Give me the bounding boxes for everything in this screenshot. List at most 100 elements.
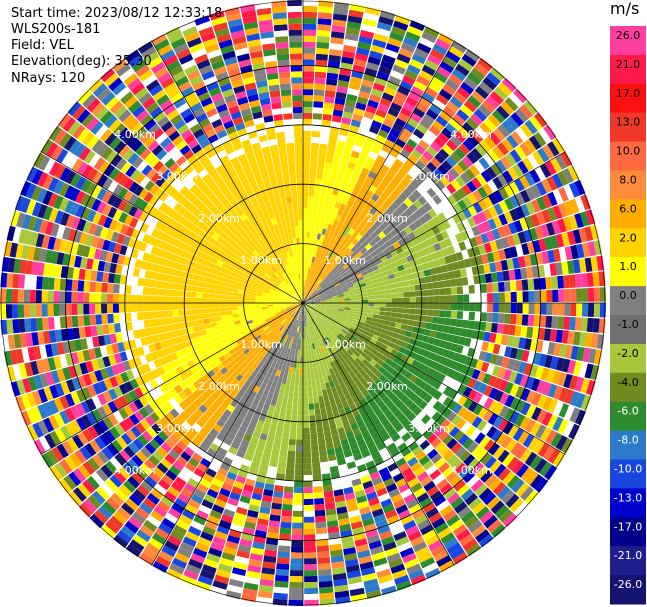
gate-cell bbox=[303, 172, 310, 179]
gate-cell bbox=[541, 411, 553, 427]
gate-cell bbox=[282, 498, 293, 505]
gate-cell bbox=[323, 102, 334, 110]
gate-cell bbox=[334, 263, 341, 270]
gate-cell bbox=[492, 481, 507, 496]
gate-cell bbox=[303, 374, 307, 381]
gate-cell bbox=[461, 346, 470, 356]
gate-cell bbox=[323, 314, 329, 320]
gate-cell bbox=[342, 345, 350, 352]
gate-cell bbox=[303, 403, 309, 410]
gate-cell bbox=[353, 107, 365, 117]
gate-cell bbox=[520, 388, 531, 402]
gate-cell bbox=[330, 225, 337, 233]
gate-cell bbox=[446, 368, 455, 378]
gate-cell bbox=[328, 230, 335, 238]
gate-cell bbox=[533, 278, 541, 290]
gate-cell bbox=[215, 284, 222, 290]
gate-cell bbox=[383, 279, 391, 286]
gate-cell bbox=[354, 139, 365, 148]
gate-cell bbox=[337, 80, 349, 88]
gate-cell bbox=[506, 258, 515, 270]
gate-cell bbox=[451, 224, 461, 235]
gate-cell bbox=[452, 392, 463, 403]
gate-cell bbox=[311, 282, 316, 288]
gate-cell bbox=[357, 264, 365, 271]
gate-cell bbox=[332, 330, 339, 337]
gate-cell bbox=[476, 223, 486, 235]
gate-cell bbox=[89, 281, 97, 293]
gate-cell bbox=[447, 378, 457, 389]
gate-cell bbox=[341, 238, 349, 246]
gate-cell bbox=[333, 271, 340, 277]
gate-cell bbox=[347, 15, 363, 24]
gate-cell bbox=[331, 25, 346, 33]
gate-cell bbox=[296, 433, 303, 440]
gate-cell bbox=[488, 400, 499, 413]
gate-cell bbox=[380, 123, 392, 134]
gate-cell bbox=[308, 403, 315, 410]
gate-cell bbox=[541, 251, 550, 264]
gate-cell bbox=[196, 314, 204, 320]
gate-cell bbox=[201, 298, 209, 303]
gate-cell bbox=[365, 211, 374, 220]
gate-cell bbox=[515, 244, 524, 257]
gate-cell bbox=[350, 300, 357, 303]
gate-cell bbox=[404, 389, 414, 398]
gate-cell bbox=[346, 349, 354, 356]
gate-cell bbox=[437, 212, 447, 223]
gate-cell bbox=[360, 147, 370, 157]
gate-cell bbox=[408, 193, 418, 204]
gate-cell bbox=[419, 70, 433, 82]
gate-cell bbox=[321, 260, 327, 267]
gate-cell bbox=[557, 170, 569, 186]
gate-cell bbox=[469, 294, 476, 303]
gate-cell bbox=[539, 461, 553, 477]
gate-cell bbox=[388, 75, 402, 86]
gate-cell bbox=[338, 300, 345, 303]
gate-cell bbox=[389, 192, 398, 202]
gate-cell bbox=[436, 66, 451, 79]
gate-cell bbox=[558, 343, 568, 358]
gate-cell bbox=[410, 266, 418, 274]
gate-cell bbox=[108, 323, 116, 334]
gate-cell bbox=[429, 330, 437, 338]
gate-cell bbox=[442, 272, 450, 281]
gate-cell bbox=[316, 209, 323, 216]
gate-cell bbox=[374, 303, 381, 307]
gate-cell bbox=[379, 307, 387, 312]
gate-cell bbox=[358, 344, 366, 352]
gate-cell bbox=[438, 148, 450, 160]
gate-cell bbox=[439, 110, 452, 123]
gate-cell bbox=[395, 259, 403, 267]
gate-cell bbox=[527, 314, 535, 327]
gate-cell bbox=[510, 291, 517, 303]
gate-cell bbox=[387, 326, 395, 332]
gate-cell bbox=[437, 132, 450, 144]
gate-cell bbox=[467, 95, 482, 108]
gate-cell bbox=[555, 262, 563, 276]
gate-cell bbox=[314, 509, 326, 517]
gate-cell bbox=[381, 235, 390, 244]
gate-cell bbox=[506, 358, 516, 371]
gate-cell bbox=[486, 252, 495, 263]
gate-cell bbox=[335, 176, 343, 185]
gate-cell bbox=[317, 432, 325, 439]
gate-cell bbox=[142, 295, 149, 303]
gate-cell bbox=[501, 356, 510, 369]
gate-cell bbox=[439, 295, 446, 303]
gate-cell bbox=[332, 246, 339, 253]
gate-cell bbox=[563, 316, 570, 330]
gate-cell bbox=[355, 102, 367, 111]
gate-cell bbox=[525, 376, 535, 390]
gate-cell bbox=[282, 432, 290, 439]
gate-cell bbox=[524, 138, 537, 154]
gate-cell bbox=[390, 395, 400, 405]
gate-cell bbox=[314, 498, 325, 505]
gate-cell bbox=[333, 282, 340, 287]
gate-cell bbox=[408, 285, 416, 292]
gate-cell bbox=[331, 163, 340, 171]
gate-cell bbox=[452, 381, 462, 392]
gate-cell bbox=[502, 224, 512, 237]
gate-cell bbox=[456, 222, 466, 233]
gate-cell bbox=[509, 497, 524, 513]
